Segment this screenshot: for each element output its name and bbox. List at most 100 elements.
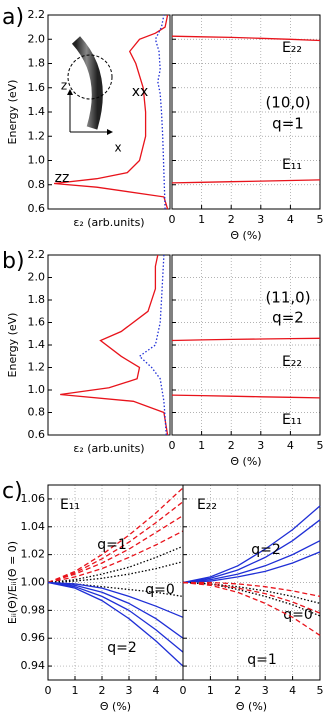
- line: [154, 14, 166, 210]
- line: [182, 519, 321, 584]
- line: [171, 394, 321, 399]
- group-label: q=1: [247, 652, 277, 668]
- annotation: (10,0): [265, 94, 310, 112]
- plot-frame: [47, 254, 171, 436]
- subplot-title: E₁₁: [60, 497, 80, 513]
- y-tick-label: 1.0: [28, 383, 46, 396]
- x-tick-label: 4: [153, 684, 160, 697]
- line: [183, 581, 321, 598]
- annotation: x: [114, 141, 121, 155]
- series-label: zz: [55, 170, 70, 186]
- line: [54, 14, 169, 210]
- line: [182, 581, 321, 636]
- x-tick-label: 2: [228, 439, 235, 452]
- x-tick-label: 3: [126, 684, 133, 697]
- y-tick-label: 2.2: [28, 8, 46, 21]
- group-label: q=2: [251, 542, 281, 558]
- group-label: q=1: [97, 537, 127, 553]
- line: [47, 501, 184, 584]
- x-tick-label: 2: [99, 684, 106, 697]
- annotation: q=2: [272, 309, 304, 327]
- group-label: q=2: [107, 640, 137, 656]
- line: [47, 581, 184, 639]
- line: [47, 581, 184, 653]
- x-tick-label: 1: [72, 684, 79, 697]
- panel-label: b): [2, 249, 25, 274]
- plot-frame: [171, 14, 321, 210]
- x-tick-label: 0: [169, 213, 176, 226]
- y-tick-label: 1.6: [28, 316, 46, 329]
- y-tick-label: 0.8: [28, 406, 46, 419]
- y-tick-label: 1.4: [28, 338, 46, 351]
- y-tick-label: 1.8: [28, 57, 46, 70]
- x-tick-label: 0: [45, 684, 52, 697]
- line: [47, 581, 184, 618]
- x-tick-label: 1: [198, 213, 205, 226]
- y-tick-label: 2.2: [28, 248, 46, 261]
- inset-diagram: [67, 36, 113, 135]
- annotation: (11,0): [265, 289, 310, 307]
- y-tick-label: 1.2: [28, 129, 46, 142]
- line: [182, 505, 321, 584]
- dashed-circle: [67, 54, 113, 100]
- x-axis-label: Θ (%): [230, 455, 261, 468]
- x-tick-label: 5: [317, 684, 324, 697]
- x-tick-label: 4: [287, 439, 294, 452]
- y-tick-label: 1.2: [28, 361, 46, 374]
- subplot-title: E₂₂: [197, 497, 217, 513]
- y-tick-label: 1.02: [21, 548, 46, 561]
- line: [47, 515, 184, 584]
- line: [47, 581, 184, 667]
- y-tick-label: 1.00: [21, 576, 46, 589]
- x-tick-label: 4: [289, 684, 296, 697]
- x-axis-label: Θ (%): [100, 700, 131, 713]
- x-tick-label: 2: [228, 213, 235, 226]
- y-tick-label: 2.0: [28, 32, 46, 45]
- x-axis-label: ε₂ (arb.units): [73, 216, 144, 229]
- plot-frame: [171, 254, 321, 436]
- line: [47, 560, 184, 584]
- series-label: xx: [132, 84, 149, 100]
- line: [171, 337, 321, 342]
- x-tick-label: 2: [234, 684, 241, 697]
- y-tick-label: 1.6: [28, 81, 46, 94]
- y-tick-label: 1.04: [21, 520, 46, 533]
- nanotube-band: [71, 36, 103, 130]
- group-label: q=0: [283, 607, 313, 623]
- series-label: E₂₂: [282, 40, 302, 56]
- x-tick-label: 3: [257, 213, 264, 226]
- x-tick-label: 1: [198, 439, 205, 452]
- annotation: q=1: [272, 115, 304, 133]
- y-tick-label: 0.98: [21, 603, 46, 616]
- line: [47, 581, 184, 598]
- line: [182, 581, 321, 614]
- x-tick-label: 5: [317, 213, 324, 226]
- x-axis-label: ε₂ (arb.units): [73, 442, 144, 455]
- y-axis-label: Eᵢᵢ(Θ)/Eᵢᵢ(Θ = 0): [6, 541, 19, 624]
- x-tick-label: 3: [257, 439, 264, 452]
- x-tick-label: 0: [180, 684, 187, 697]
- line: [182, 540, 321, 584]
- panel-label: a): [2, 5, 24, 30]
- line: [182, 551, 321, 584]
- series-label: E₂₂: [282, 354, 302, 370]
- x-tick-label: 5: [317, 439, 324, 452]
- line: [47, 545, 184, 584]
- y-tick-label: 1.06: [21, 492, 46, 505]
- y-tick-label: 1.4: [28, 105, 46, 118]
- panel-label: c): [2, 479, 23, 504]
- annotation: z: [61, 79, 67, 93]
- x-tick-label: 1: [207, 684, 214, 697]
- y-axis-label: Energy (eV): [6, 313, 19, 378]
- x-axis-label: Θ (%): [236, 700, 267, 713]
- line: [171, 179, 321, 184]
- y-tick-label: 1.0: [28, 154, 46, 167]
- line: [47, 487, 184, 584]
- x-axis-label: Θ (%): [230, 229, 261, 242]
- group-label: q=0: [145, 582, 175, 598]
- y-tick-label: 0.96: [21, 631, 46, 644]
- y-tick-label: 0.6: [28, 202, 46, 215]
- plot-frame: [47, 14, 171, 210]
